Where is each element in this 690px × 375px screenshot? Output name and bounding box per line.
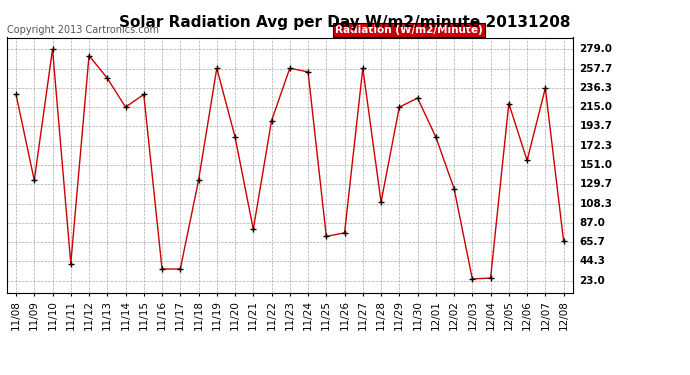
Text: Copyright 2013 Cartronics.com: Copyright 2013 Cartronics.com — [7, 25, 159, 35]
Text: 172.3: 172.3 — [580, 141, 613, 151]
Text: 257.7: 257.7 — [580, 63, 613, 74]
Text: 279.0: 279.0 — [580, 44, 613, 54]
Text: 87.0: 87.0 — [580, 218, 606, 228]
Text: 215.0: 215.0 — [580, 102, 613, 112]
Text: 151.0: 151.0 — [580, 160, 613, 170]
Text: 236.3: 236.3 — [580, 83, 613, 93]
Text: 193.7: 193.7 — [580, 122, 613, 131]
Text: 65.7: 65.7 — [580, 237, 606, 247]
Text: Radiation (W/m2/Minute): Radiation (W/m2/Minute) — [335, 25, 483, 35]
Text: 23.0: 23.0 — [580, 276, 605, 286]
Text: 129.7: 129.7 — [580, 179, 613, 189]
Text: 108.3: 108.3 — [580, 199, 613, 208]
Text: Solar Radiation Avg per Day W/m2/minute 20131208: Solar Radiation Avg per Day W/m2/minute … — [119, 15, 571, 30]
Text: 44.3: 44.3 — [580, 256, 606, 267]
